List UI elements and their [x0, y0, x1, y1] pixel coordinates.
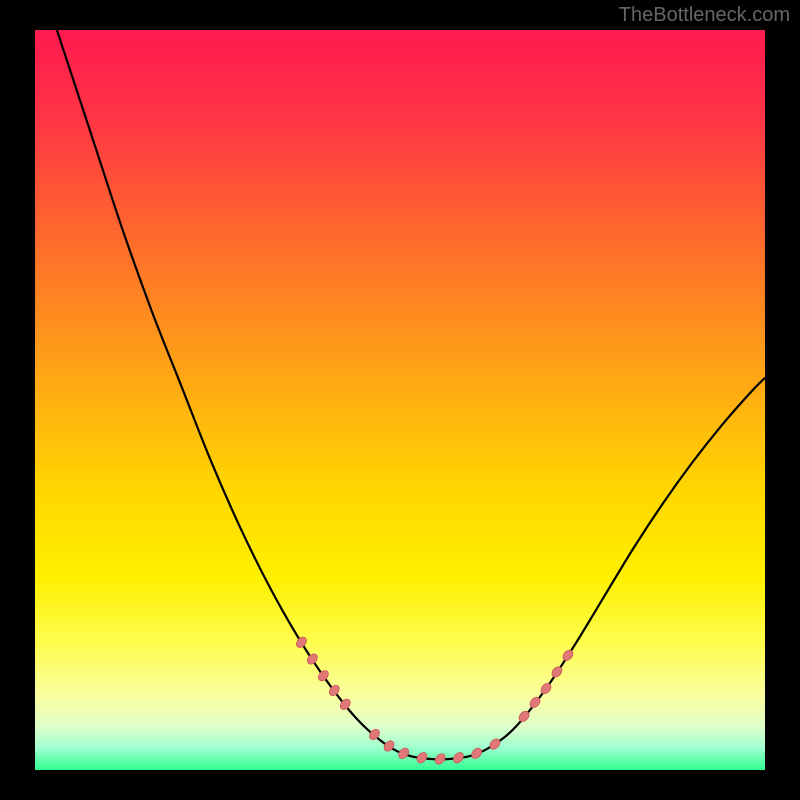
gradient-background [35, 30, 765, 770]
bottleneck-chart [0, 0, 800, 800]
watermark-text: TheBottleneck.com [619, 4, 790, 27]
